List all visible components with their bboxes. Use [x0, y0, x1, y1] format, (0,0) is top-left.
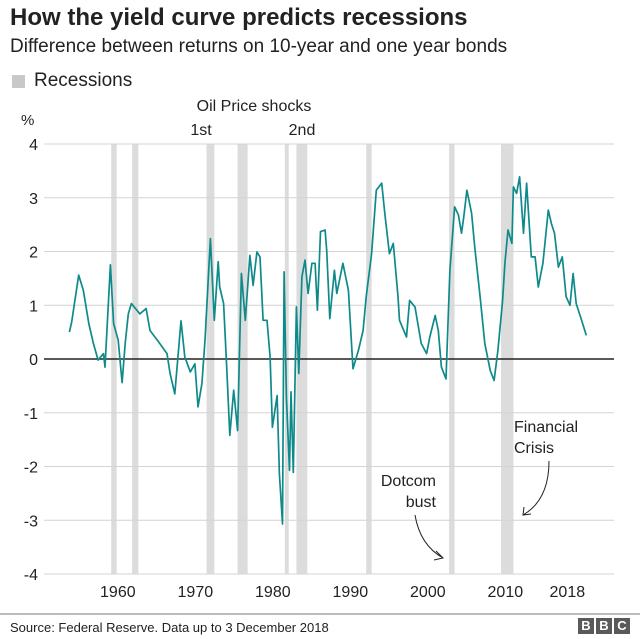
footer-divider: [0, 613, 640, 615]
legend-label: Recessions: [34, 70, 133, 91]
chart-title: How the yield curve predicts recessions: [10, 4, 468, 31]
annotation-oil-shocks: Oil Price shocks: [197, 98, 312, 115]
y-tick-label: 0: [29, 352, 38, 369]
y-tick-label: 3: [29, 191, 38, 208]
annotation-dotcom-line2: bust: [406, 494, 437, 511]
x-tick-label: 2010: [488, 584, 524, 601]
annotation-crisis-arrow: [522, 460, 550, 516]
source-note: Source: Federal Reserve. Data up to 3 De…: [10, 620, 329, 635]
y-tick-label: -1: [24, 406, 38, 423]
x-tick-label: 2000: [410, 584, 446, 601]
x-tick-label: 1980: [255, 584, 291, 601]
y-tick-label: -2: [24, 460, 38, 477]
logo-letter: B: [578, 618, 594, 634]
yield-spread-line: [68, 175, 588, 525]
annotation-crisis-line1: Financial: [514, 419, 578, 436]
annotation-oil-1st: 1st: [190, 122, 212, 139]
bbc-logo: B B C: [578, 618, 630, 634]
chart-subtitle: Difference between returns on 10-year an…: [10, 36, 508, 57]
logo-letter: B: [596, 618, 612, 634]
x-tick-label: 1990: [333, 584, 369, 601]
y-tick-label: -3: [24, 513, 38, 530]
legend-swatch-recessions: [12, 74, 25, 88]
y-tick-label: 1: [29, 298, 38, 315]
annotation-oil-2nd: 2nd: [289, 122, 316, 139]
x-tick-label: 2018: [550, 584, 586, 601]
x-tick-label: 1970: [178, 584, 214, 601]
logo-letter: C: [614, 618, 630, 634]
y-tick-label: -4: [24, 567, 38, 584]
legend: Recessions: [12, 70, 132, 92]
x-tick-label: 1960: [100, 584, 136, 601]
annotation-dotcom-arrow: [414, 514, 444, 561]
y-tick-label: 4: [29, 137, 38, 154]
annotation-crisis-line2: Crisis: [514, 440, 554, 457]
y-tick-label: 2: [29, 245, 38, 262]
y-axis-unit: %: [21, 112, 34, 129]
annotation-dotcom-line1: Dotcom: [381, 473, 436, 490]
yield-curve-chart: 4 3 2 1 0 -1 -2 -3 -4 1960 1970 1980 1990 2000 2010 20…: [21, 98, 614, 601]
